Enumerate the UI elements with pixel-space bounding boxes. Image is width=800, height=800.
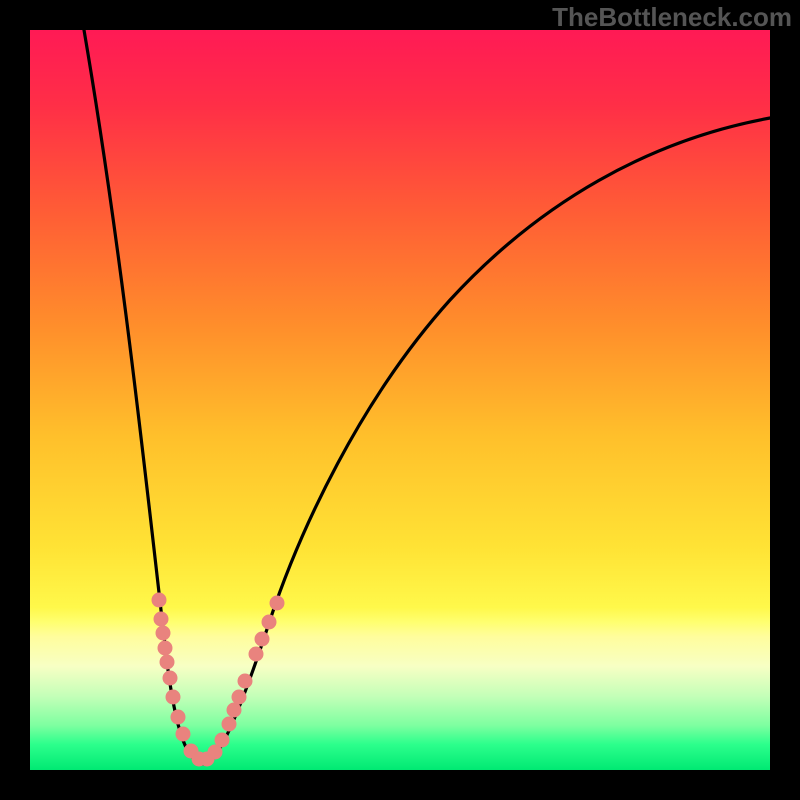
scatter-marker (176, 727, 190, 741)
scatter-marker (171, 710, 185, 724)
scatter-marker (158, 641, 172, 655)
scatter-marker (160, 655, 174, 669)
plot-svg (0, 0, 800, 800)
curve-left-branch (84, 30, 195, 760)
curve-right-branch (212, 118, 770, 760)
scatter-marker (232, 690, 246, 704)
scatter-marker (152, 593, 166, 607)
scatter-marker (154, 612, 168, 626)
scatter-marker (270, 596, 284, 610)
scatter-marker (255, 632, 269, 646)
scatter-marker (215, 733, 229, 747)
scatter-markers (152, 593, 284, 766)
scatter-marker (262, 615, 276, 629)
watermark-text: TheBottleneck.com (552, 2, 792, 33)
scatter-marker (163, 671, 177, 685)
scatter-marker (227, 703, 241, 717)
scatter-marker (238, 674, 252, 688)
scatter-marker (166, 690, 180, 704)
scatter-marker (249, 647, 263, 661)
scatter-marker (222, 717, 236, 731)
scatter-marker (156, 626, 170, 640)
